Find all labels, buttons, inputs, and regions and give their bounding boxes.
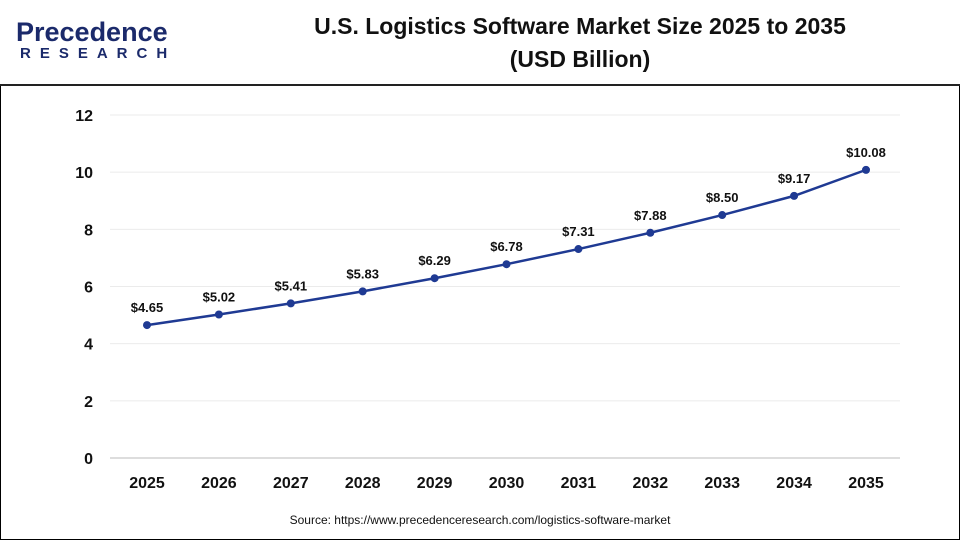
data-label: $10.08 xyxy=(846,145,886,160)
data-label: $5.83 xyxy=(346,266,379,281)
x-tick-label: 2030 xyxy=(489,475,525,492)
data-point xyxy=(214,310,223,319)
chart-title: U.S. Logistics Software Market Size 2025… xyxy=(250,10,910,76)
x-tick-label: 2032 xyxy=(633,475,669,492)
x-tick-label: 2033 xyxy=(704,475,740,492)
title-line: U.S. Logistics Software Market Size 2025… xyxy=(314,13,846,39)
data-point xyxy=(143,321,151,330)
precedence-research-logo: Precedence RESEARCH xyxy=(16,18,176,62)
data-label: $7.31 xyxy=(562,224,595,239)
x-tick-label: 2034 xyxy=(776,475,812,492)
data-label: $7.88 xyxy=(634,208,667,223)
x-tick-label: 2026 xyxy=(201,475,237,492)
x-tick-label: 2035 xyxy=(848,475,884,492)
data-point xyxy=(358,287,367,296)
y-tick-label: 4 xyxy=(84,337,93,354)
x-tick-label: 2025 xyxy=(129,475,165,492)
data-label: $5.41 xyxy=(275,278,308,293)
y-tick-label: 12 xyxy=(75,108,93,125)
header: Precedence RESEARCH U.S. Logistics Softw… xyxy=(0,0,960,86)
data-point xyxy=(790,191,799,200)
y-tick-label: 6 xyxy=(84,280,93,297)
data-point xyxy=(646,228,655,237)
data-point xyxy=(430,274,439,283)
y-tick-label: 2 xyxy=(84,394,93,411)
y-tick-label: 10 xyxy=(75,165,93,182)
data-point xyxy=(502,260,511,269)
logo-text: Precedence xyxy=(16,17,168,47)
data-label: $4.65 xyxy=(131,300,164,315)
y-tick-label: 0 xyxy=(84,451,93,468)
data-point xyxy=(574,245,583,254)
data-point xyxy=(286,299,295,308)
data-label: $6.29 xyxy=(418,253,451,268)
x-tick-label: 2028 xyxy=(345,475,381,492)
data-point xyxy=(718,211,727,220)
logo-subtext: RESEARCH xyxy=(20,45,177,62)
data-label: $5.02 xyxy=(203,290,236,305)
subtitle-line: (USD Billion) xyxy=(509,46,651,72)
x-tick-label: 2031 xyxy=(561,475,597,492)
y-tick-label: 8 xyxy=(84,222,93,239)
data-label: $6.78 xyxy=(490,239,523,254)
data-point xyxy=(862,165,870,174)
source-note: Source: https://www.precedenceresearch.c… xyxy=(289,513,671,527)
x-tick-label: 2029 xyxy=(417,475,453,492)
data-label: $9.17 xyxy=(778,171,811,186)
data-label: $8.50 xyxy=(706,190,739,205)
x-tick-label: 2027 xyxy=(273,475,309,492)
